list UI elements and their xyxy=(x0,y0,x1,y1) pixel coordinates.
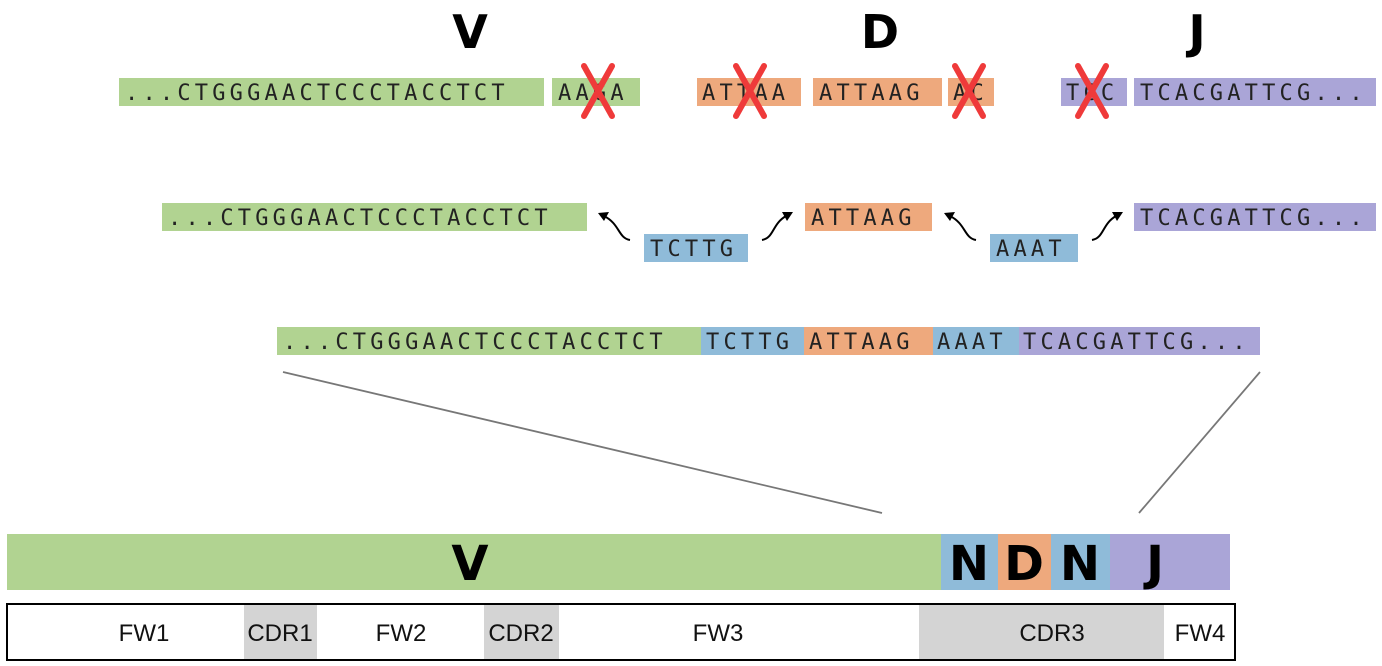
region-fw3-label: FW3 xyxy=(693,620,744,647)
row1-j-main-box xyxy=(1134,78,1376,106)
row3-n2-box xyxy=(933,327,1019,355)
arrow-left-icon xyxy=(598,212,631,241)
row3-n2-seq: AAAT xyxy=(937,330,1007,355)
row2-n1-seq: TCTTG xyxy=(650,237,737,262)
region-fw2-label: FW2 xyxy=(376,620,427,647)
header-d: D xyxy=(861,5,899,59)
row1-v-main-box xyxy=(119,78,544,106)
row2-v-seq: ...CTGGGAACTCCCTACCTCT xyxy=(168,206,552,231)
bar-j-box xyxy=(1110,534,1230,590)
header-j: J xyxy=(1185,5,1205,59)
bar-n2-box xyxy=(1051,534,1110,590)
arrow-right-icon xyxy=(761,212,793,241)
region-cdr3-box xyxy=(919,604,1164,660)
region-fw1-label: FW1 xyxy=(119,620,170,647)
bar-d-label: D xyxy=(1004,536,1044,592)
row1-d-main-box xyxy=(813,78,942,106)
bar-j-label: J xyxy=(1143,536,1164,592)
row3-d-seq: ATTAAG xyxy=(809,330,914,355)
row3-n1-seq: TCTTG xyxy=(706,330,793,355)
deletion-cross-icon xyxy=(1075,63,1109,119)
bar-v-box xyxy=(7,534,941,590)
zoom-line-right xyxy=(1138,371,1261,514)
deletion-cross-icon xyxy=(952,63,986,119)
region-cdr2-box xyxy=(484,604,559,660)
bar-n2-label: N xyxy=(1060,536,1100,592)
row1-v-main-seq: ...CTGGGAACTCCCTACCTCT xyxy=(125,81,509,106)
arrow-left-icon xyxy=(944,212,977,241)
region-cdr2-label: CDR2 xyxy=(488,620,553,647)
region-cdr3-label: CDR3 xyxy=(1019,620,1084,647)
region-bar: FW1 CDR1 FW2 CDR2 FW3 CDR3 FW4 xyxy=(6,603,1236,661)
row3-v-seq: ...CTGGGAACTCCCTACCTCT xyxy=(283,330,667,355)
deletion-cross-icon xyxy=(733,63,767,119)
deletion-cross-icon xyxy=(581,63,615,119)
row2-n1-box xyxy=(644,234,748,262)
region-cdr1-label: CDR1 xyxy=(247,620,312,647)
row2-n2-seq: AAAT xyxy=(996,237,1066,262)
row1-j-main-seq: TCACGATTCG... xyxy=(1140,81,1367,106)
region-bar-border xyxy=(6,603,1236,661)
segment-bar: V N D N J xyxy=(7,534,1230,592)
region-fw4-label: FW4 xyxy=(1175,620,1226,647)
bar-n1-box xyxy=(941,534,998,590)
row3-v-box xyxy=(277,327,701,355)
row3-d-box xyxy=(804,327,933,355)
row3-j-box xyxy=(1019,327,1260,355)
row2-d-seq: ATTAAG xyxy=(811,206,916,231)
zoom-line-left xyxy=(282,371,883,514)
bar-n1-label: N xyxy=(949,536,989,592)
bar-v-label: V xyxy=(451,536,488,592)
header-v: V xyxy=(452,5,488,59)
row2-n2-box xyxy=(990,234,1078,262)
region-cdr1-box xyxy=(244,604,317,660)
row2-v-box xyxy=(162,203,587,231)
row2-d-box xyxy=(805,203,932,231)
row2-j-box xyxy=(1134,203,1376,231)
bar-d-box xyxy=(998,534,1051,590)
row3-n1-box xyxy=(701,327,804,355)
row1-d-main-seq: ATTAAG xyxy=(819,81,924,106)
row-joined: ...CTGGGAACTCCCTACCTCT TCTTG ATTAAG AAAT… xyxy=(277,327,1260,355)
row-insertions: ...CTGGGAACTCCCTACCTCT TCTTG ATTAAG AAAT… xyxy=(162,203,1376,262)
row-germline: ...CTGGGAACTCCCTACCTCT AAGA ATTAA ATTAAG… xyxy=(119,63,1376,119)
row2-j-seq: TCACGATTCG... xyxy=(1140,206,1367,231)
row3-j-seq: TCACGATTCG... xyxy=(1023,330,1250,355)
arrow-right-icon xyxy=(1091,212,1123,241)
